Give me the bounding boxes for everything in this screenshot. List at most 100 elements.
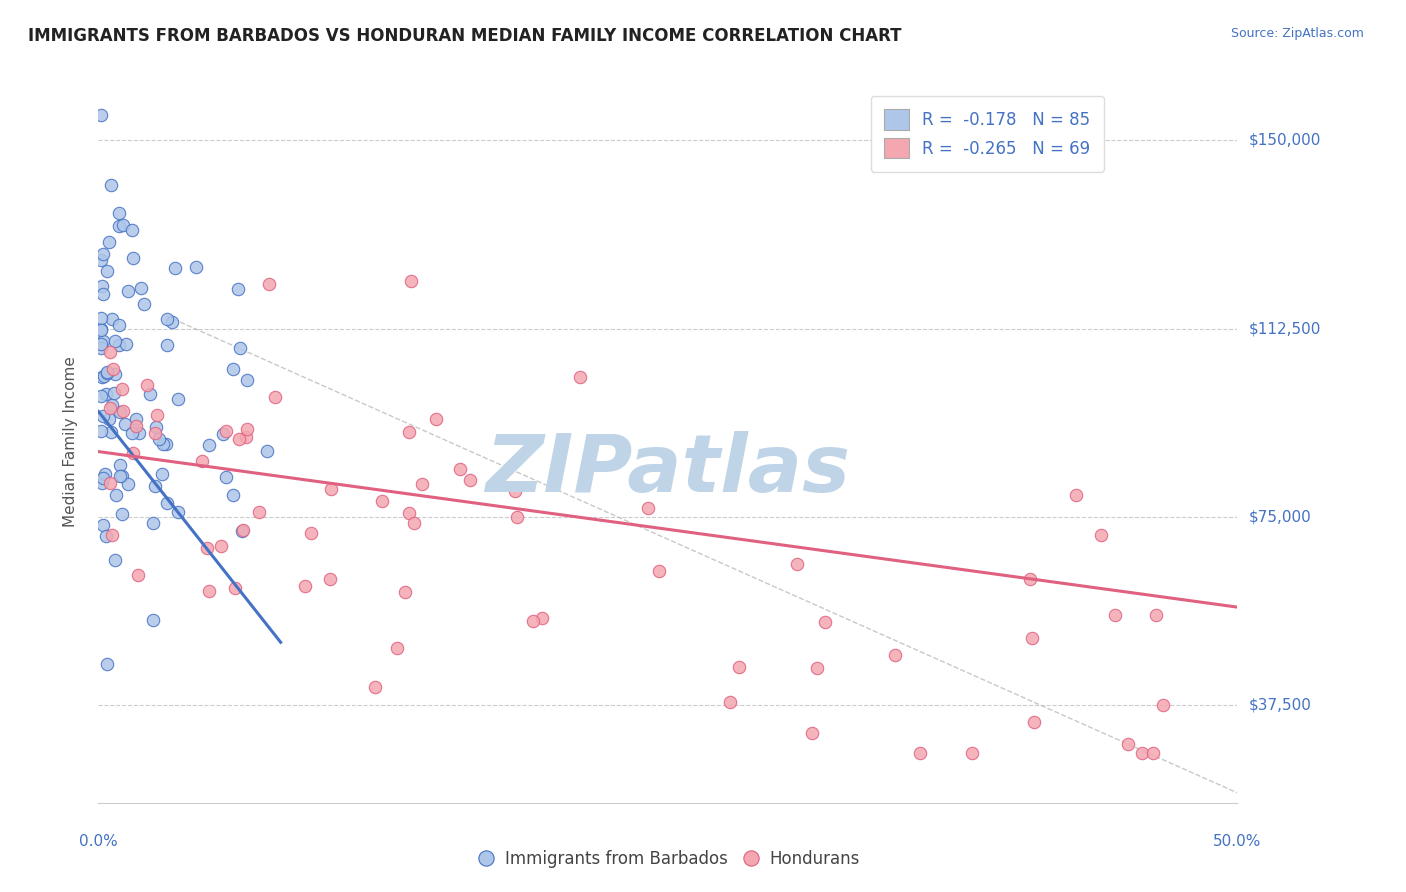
Point xyxy=(385,641,408,656)
Point xyxy=(910,746,932,760)
Point xyxy=(425,412,447,426)
Point xyxy=(91,518,114,533)
Point xyxy=(235,430,257,444)
Point xyxy=(90,310,112,325)
Point xyxy=(231,524,253,538)
Point xyxy=(146,408,169,422)
Text: $75,000: $75,000 xyxy=(1249,509,1312,524)
Point xyxy=(222,361,245,376)
Point xyxy=(96,366,118,380)
Point xyxy=(727,659,749,673)
Text: $112,500: $112,500 xyxy=(1249,321,1320,336)
Point xyxy=(1132,746,1154,760)
Point xyxy=(143,425,166,440)
Point xyxy=(114,417,136,432)
Point xyxy=(90,108,112,122)
Point xyxy=(100,399,122,413)
Point xyxy=(1152,698,1174,713)
Point xyxy=(101,311,124,326)
Point xyxy=(108,338,131,352)
Point xyxy=(257,277,280,291)
Point xyxy=(211,539,233,553)
Point xyxy=(198,583,221,598)
Point xyxy=(801,726,824,740)
Point xyxy=(247,505,270,519)
Point xyxy=(105,487,128,501)
Point xyxy=(1142,746,1164,760)
Point xyxy=(121,223,143,237)
Point xyxy=(96,365,118,379)
Point xyxy=(458,473,481,487)
Point xyxy=(108,458,131,473)
Point xyxy=(117,476,139,491)
Point xyxy=(122,445,145,459)
Point xyxy=(394,585,416,599)
Point xyxy=(125,419,148,434)
Point xyxy=(236,373,259,387)
Text: Source: ZipAtlas.com: Source: ZipAtlas.com xyxy=(1230,27,1364,40)
Point xyxy=(90,341,112,355)
Point xyxy=(90,424,112,438)
Point xyxy=(150,467,173,482)
Point xyxy=(1090,528,1112,542)
Point xyxy=(160,315,183,329)
Point xyxy=(111,404,134,418)
Point xyxy=(90,322,112,336)
Point xyxy=(319,572,342,586)
Point xyxy=(215,470,238,484)
Point xyxy=(103,386,125,401)
Point xyxy=(142,516,165,531)
Point xyxy=(718,695,741,709)
Point xyxy=(215,424,238,438)
Point xyxy=(100,178,122,192)
Point xyxy=(156,338,179,352)
Point xyxy=(224,581,246,595)
Point xyxy=(136,378,159,392)
Point xyxy=(96,528,118,542)
Point xyxy=(91,471,114,485)
Point xyxy=(90,279,112,293)
Point xyxy=(100,401,122,415)
Point xyxy=(108,205,131,219)
Point xyxy=(195,541,218,555)
Point xyxy=(134,296,156,310)
Point xyxy=(814,615,837,629)
Point xyxy=(96,264,118,278)
Legend: Immigrants from Barbados, Hondurans: Immigrants from Barbados, Hondurans xyxy=(470,844,866,875)
Point xyxy=(156,496,179,510)
Point xyxy=(90,389,112,403)
Point xyxy=(148,432,170,446)
Point xyxy=(128,425,150,440)
Point xyxy=(222,488,245,502)
Point xyxy=(96,657,118,671)
Point xyxy=(1024,715,1046,730)
Point xyxy=(93,334,115,348)
Point xyxy=(155,437,177,451)
Point xyxy=(96,387,118,401)
Point xyxy=(1064,488,1087,502)
Point xyxy=(111,469,134,483)
Point xyxy=(568,369,591,384)
Point xyxy=(110,507,132,521)
Point xyxy=(90,336,112,351)
Point xyxy=(637,500,659,515)
Point xyxy=(108,219,131,233)
Point xyxy=(960,746,983,760)
Point xyxy=(125,412,148,426)
Point xyxy=(108,405,131,419)
Point xyxy=(503,484,526,499)
Point xyxy=(108,318,131,332)
Text: ZIPatlas: ZIPatlas xyxy=(485,432,851,509)
Point xyxy=(228,432,250,446)
Point xyxy=(117,284,139,298)
Point xyxy=(98,235,121,249)
Point xyxy=(112,218,135,232)
Point xyxy=(648,564,671,578)
Point xyxy=(93,409,115,423)
Point xyxy=(299,526,322,541)
Point xyxy=(398,506,420,520)
Point xyxy=(211,426,233,441)
Point xyxy=(226,282,249,296)
Point xyxy=(111,382,134,396)
Legend: R =  -0.178   N = 85, R =  -0.265   N = 69: R = -0.178 N = 85, R = -0.265 N = 69 xyxy=(870,95,1104,171)
